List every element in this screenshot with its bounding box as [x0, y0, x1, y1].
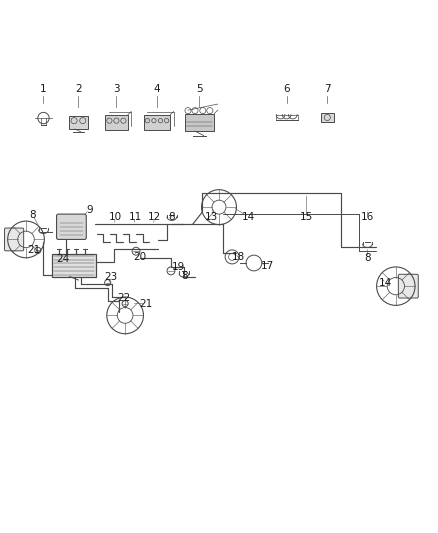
Text: 11: 11 — [128, 212, 142, 222]
FancyBboxPatch shape — [398, 274, 418, 298]
Text: 18: 18 — [232, 252, 245, 262]
Text: 23: 23 — [105, 272, 118, 282]
Bar — [184, 114, 214, 131]
Text: 2: 2 — [75, 84, 82, 94]
Text: 22: 22 — [118, 293, 131, 303]
Text: 24: 24 — [57, 254, 70, 264]
Text: 19: 19 — [172, 262, 185, 271]
FancyBboxPatch shape — [57, 214, 86, 239]
Text: 4: 4 — [154, 84, 160, 94]
Text: 8: 8 — [364, 253, 371, 263]
Text: 15: 15 — [300, 212, 313, 222]
Text: 20: 20 — [133, 252, 146, 262]
Bar — [105, 115, 128, 130]
Text: 16: 16 — [361, 212, 374, 222]
Text: 3: 3 — [113, 84, 120, 94]
Bar — [52, 254, 96, 277]
Text: 14: 14 — [242, 212, 255, 222]
Text: 10: 10 — [109, 212, 122, 222]
Text: 8: 8 — [169, 212, 175, 222]
FancyBboxPatch shape — [4, 228, 24, 251]
Text: 21: 21 — [139, 298, 152, 309]
Text: 21: 21 — [27, 245, 40, 255]
Bar — [321, 114, 334, 122]
Text: 7: 7 — [324, 84, 331, 94]
Text: 8: 8 — [181, 271, 187, 281]
Text: 6: 6 — [283, 84, 290, 94]
Text: 14: 14 — [379, 278, 392, 288]
Text: 12: 12 — [148, 212, 161, 222]
Text: 17: 17 — [261, 261, 274, 271]
Bar — [69, 116, 88, 129]
Text: 5: 5 — [196, 84, 203, 94]
Text: 9: 9 — [86, 205, 93, 215]
Text: 13: 13 — [205, 212, 218, 222]
Text: 8: 8 — [29, 210, 36, 220]
Bar — [144, 115, 170, 130]
Text: 1: 1 — [40, 84, 47, 94]
